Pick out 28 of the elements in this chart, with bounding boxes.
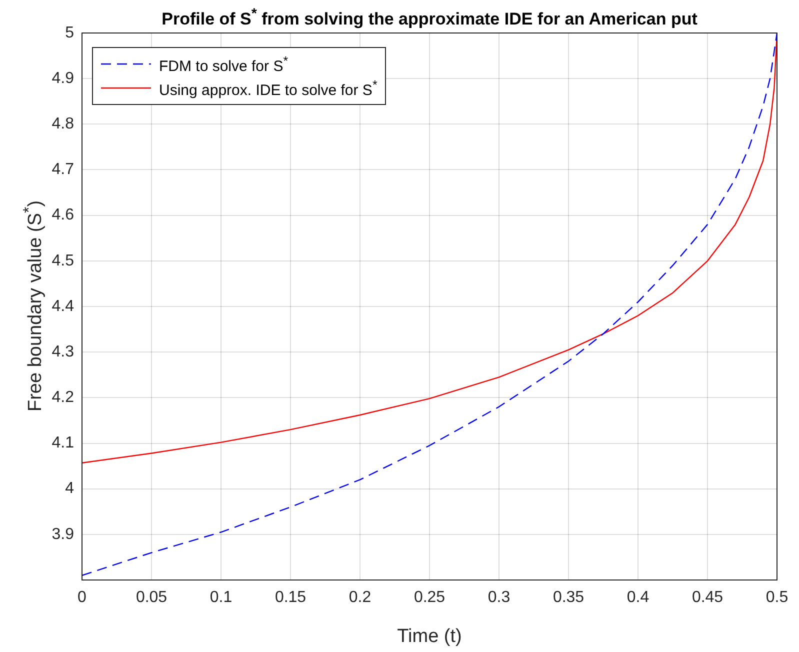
y-tick-label: 4.3 xyxy=(52,343,74,360)
x-tick-label: 0.05 xyxy=(136,589,168,606)
x-axis-title: Time (t) xyxy=(397,626,462,647)
y-tick-label: 4.8 xyxy=(52,116,74,133)
y-tick-label: 4.4 xyxy=(52,298,74,315)
y-tick-label: 4.7 xyxy=(52,161,74,178)
y-tick-label: 4.1 xyxy=(52,434,74,452)
x-tick-label: 0.35 xyxy=(552,589,584,606)
x-tick-label: 0.25 xyxy=(414,589,446,606)
x-tick-label: 0.4 xyxy=(626,589,650,606)
y-tick-label: 4.9 xyxy=(52,70,74,87)
x-tick-label: 0.1 xyxy=(210,589,232,606)
legend-label: FDM to solve for S$^{*}$ xyxy=(159,54,288,74)
x-tick-label: 0.2 xyxy=(348,589,372,606)
y-tick-label: 3.9 xyxy=(52,526,74,543)
x-tick-label: 0 xyxy=(78,589,87,606)
x-tick-label: 0.15 xyxy=(274,589,306,606)
x-tick-label: 0.45 xyxy=(692,589,724,606)
legend-label: Using approx. IDE to solve for S$^{*}$ xyxy=(159,78,378,98)
y-tick-label: 4.6 xyxy=(52,206,74,224)
chart-title: Profile of S$^{*}$ from solving the approximate IDE for an American put xyxy=(160,6,698,30)
y-tick-label: 5 xyxy=(65,24,74,42)
line-series xyxy=(82,33,777,576)
x-tick-label: 0.5 xyxy=(766,589,788,606)
y-tick-label: 4.2 xyxy=(52,389,74,406)
y-tick-label: 4.5 xyxy=(52,252,74,270)
y-tick-label: 4 xyxy=(65,480,74,498)
x-tick-label: 0.3 xyxy=(488,589,510,606)
